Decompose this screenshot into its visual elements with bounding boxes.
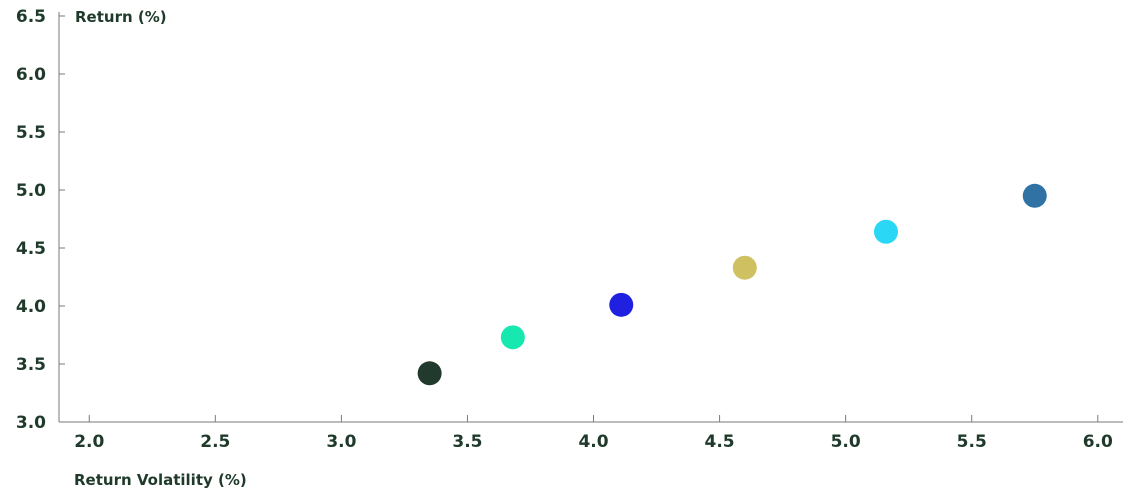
y-tick-label: 5.0 <box>16 181 46 201</box>
y-tick-label: 6.0 <box>16 65 46 85</box>
y-axis-ticks: 3.0 3.5 4.0 4.5 5.0 5.5 6.0 6.5 <box>16 7 65 433</box>
data-points <box>417 183 1047 386</box>
x-tick-label: 2.5 <box>200 432 230 452</box>
data-point <box>500 325 525 350</box>
data-point <box>417 361 442 386</box>
y-tick-label: 3.5 <box>16 355 46 375</box>
data-point <box>609 292 634 317</box>
x-tick-label: 6.0 <box>1083 432 1113 452</box>
x-tick-label: 5.5 <box>957 432 987 452</box>
y-tick-label: 5.5 <box>16 123 46 143</box>
x-tick-label: 3.5 <box>452 432 482 452</box>
axes <box>58 12 1123 423</box>
x-tick-label: 2.0 <box>74 432 104 452</box>
data-point <box>732 255 757 280</box>
x-tick-label: 3.0 <box>326 432 356 452</box>
y-axis-title: Return (%) <box>75 8 167 26</box>
x-tick-label: 5.0 <box>831 432 861 452</box>
y-tick-label: 4.5 <box>16 239 46 259</box>
y-tick-label: 4.0 <box>16 297 46 317</box>
x-tick-label: 4.5 <box>705 432 735 452</box>
x-axis-ticks: 2.0 2.5 3.0 3.5 4.0 4.5 5.0 5.5 6.0 <box>74 415 1113 452</box>
x-tick-label: 4.0 <box>578 432 608 452</box>
y-tick-label: 3.0 <box>16 413 46 433</box>
x-axis-title: Return Volatility (%) <box>74 471 247 489</box>
data-point <box>873 219 898 244</box>
y-tick-label: 6.5 <box>16 7 46 27</box>
data-point <box>1022 183 1047 208</box>
